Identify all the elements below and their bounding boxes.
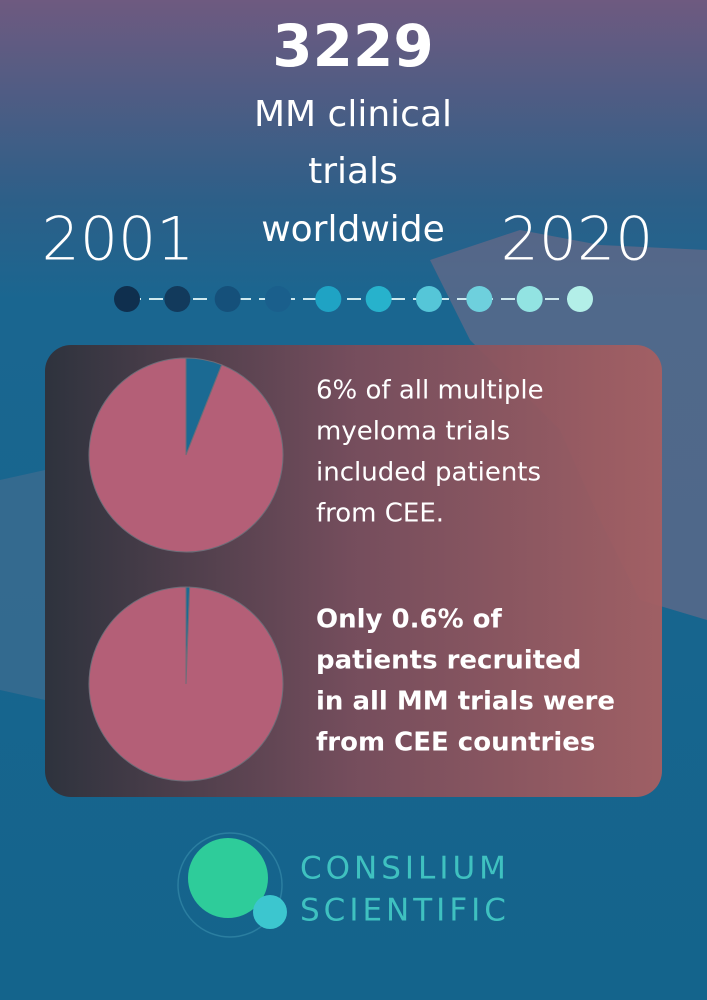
caption: in all MM trials were [316, 687, 615, 717]
caption: patients recruited [316, 646, 581, 676]
timeline-dot [114, 286, 140, 312]
caption: from CEE. [316, 499, 444, 529]
pie-slice [88, 586, 284, 782]
subtitle: MM clinical [254, 94, 452, 135]
timeline-dot [516, 286, 543, 312]
count: 3229 [272, 12, 433, 80]
timeline-dot [416, 286, 442, 312]
logo-text: CONSILIUM [300, 851, 510, 887]
subtitle: trials [308, 151, 398, 192]
logo-ring [177, 832, 283, 938]
timeline-dot [567, 286, 593, 312]
timeline-dot [466, 286, 493, 312]
timeline-dot [164, 286, 191, 312]
map-shape [0, 470, 45, 700]
caption: myeloma trials [316, 417, 510, 447]
timeline-dot [365, 286, 392, 312]
logo-circle [188, 838, 268, 918]
timeline-dot [265, 286, 291, 312]
pie-slice [88, 357, 284, 553]
timeline-dot [214, 286, 241, 312]
end-year: 2020 [501, 205, 654, 275]
caption: from CEE countries [316, 728, 595, 758]
caption: Only 0.6% of [316, 605, 503, 635]
start-year: 2001 [42, 205, 195, 275]
logo-text: SCIENTIFIC [300, 893, 510, 929]
timeline-dot [315, 286, 342, 312]
logo-circle [253, 895, 287, 929]
subtitle: worldwide [261, 209, 445, 250]
caption: included patients [316, 458, 541, 488]
caption: 6% of all multiple [316, 376, 544, 406]
